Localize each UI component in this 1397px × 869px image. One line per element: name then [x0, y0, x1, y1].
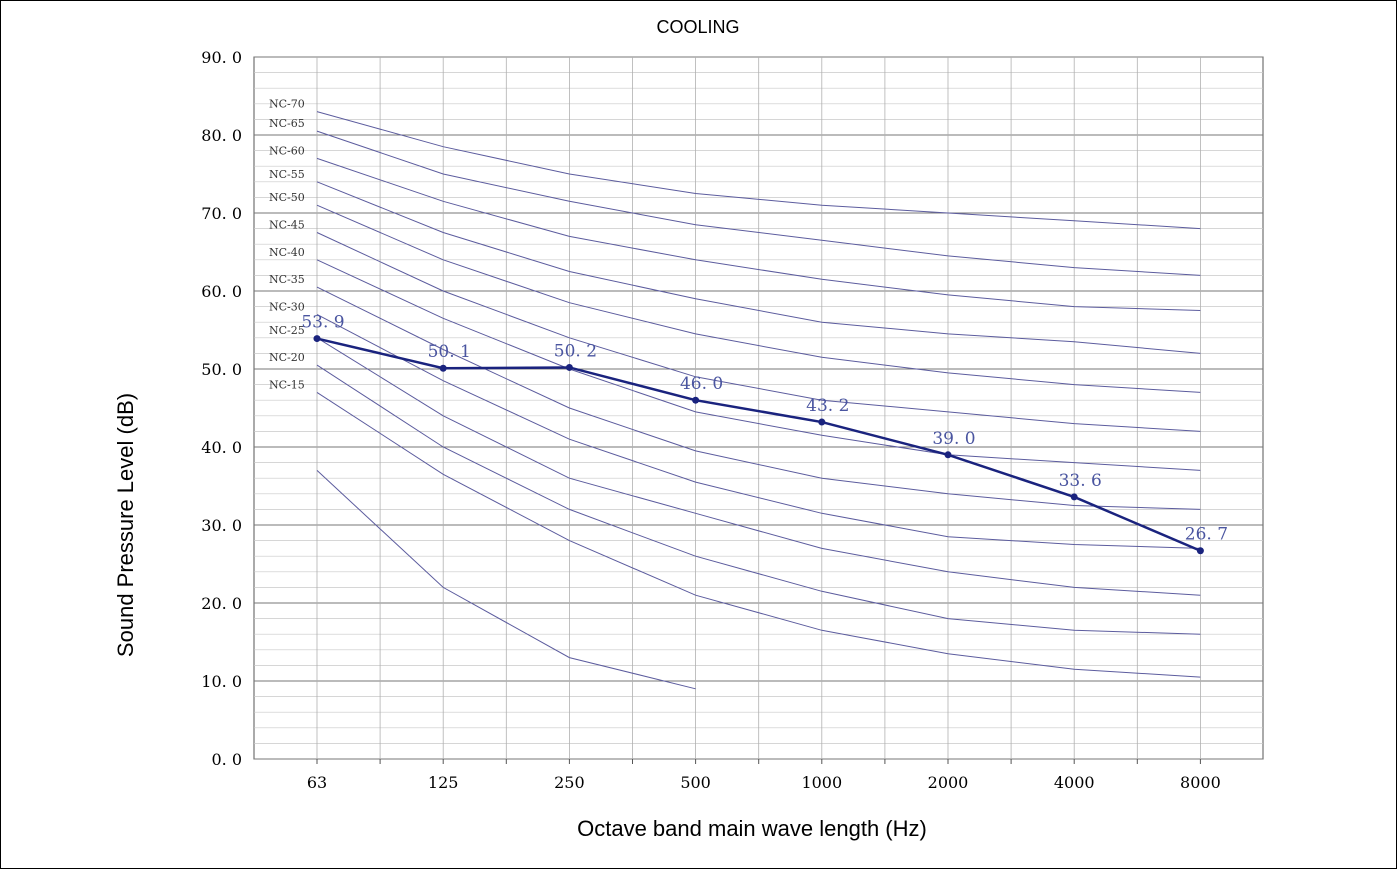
x-tick-label: 2000	[928, 773, 969, 792]
nc-curve-label: NC-20	[269, 351, 305, 364]
measured-point	[692, 396, 700, 404]
nc-curve-label: NC-15	[269, 378, 305, 391]
measured-point	[818, 418, 826, 426]
x-tick-label: 125	[428, 773, 459, 792]
data-label: 50. 1	[428, 342, 471, 362]
data-label: 53. 9	[301, 313, 344, 333]
y-tick-label: 90. 0	[201, 48, 242, 67]
x-tick-label: 4000	[1054, 773, 1095, 792]
nc-curve	[316, 232, 1201, 432]
nc-curve	[316, 157, 1201, 311]
y-tick-label: 40. 0	[201, 438, 242, 457]
x-tick-label: 1000	[801, 773, 842, 792]
y-tick-label: 0. 0	[211, 750, 242, 769]
y-tick-label: 80. 0	[201, 126, 242, 145]
y-tick-labels: 0. 0 10. 0 20. 0 30. 0 40. 0 50. 0 60. 0 70. 0 8…	[201, 48, 242, 769]
nc-curve-label: NC-55	[269, 168, 305, 181]
measured-line	[316, 337, 1201, 552]
x-tick-label: 63	[307, 773, 327, 792]
x-tick-label: 500	[680, 773, 711, 792]
y-tick-label: 60. 0	[201, 282, 242, 301]
y-tick-label: 50. 0	[201, 360, 242, 379]
x-axis-label: Octave band main wave length (Hz)	[577, 816, 927, 841]
nc-curve	[316, 204, 1201, 393]
data-label: 26. 7	[1185, 525, 1228, 545]
data-label: 50. 2	[554, 341, 597, 361]
measured-point	[313, 335, 321, 343]
y-tick-label: 70. 0	[201, 204, 242, 223]
measured-point	[565, 363, 573, 371]
data-label: 39. 0	[932, 429, 975, 449]
nc-curve-label: NC-65	[269, 117, 305, 130]
measured-series: 53. 9 50. 1 50. 2 46. 0 43. 2 39. 0 33. 6 26. 7	[301, 313, 1228, 555]
nc-curve	[316, 313, 1201, 549]
chart-title: COOLING	[656, 17, 739, 37]
nc-curve	[316, 391, 1201, 678]
nc-curve	[316, 470, 696, 690]
y-tick-label: 20. 0	[201, 594, 242, 613]
nc-curve	[316, 337, 1201, 596]
nc-curve-labels: NC-70 NC-65 NC-60 NC-55 NC-50 NC-45 NC-40 NC-35…	[269, 98, 305, 392]
nc-curve-label: NC-30	[269, 300, 305, 313]
grid	[253, 56, 1264, 764]
nc-curve-label: NC-70	[269, 98, 305, 111]
nc-curve	[316, 364, 1201, 635]
measured-point	[944, 451, 952, 459]
measured-point	[1070, 493, 1078, 501]
x-tick-label: 8000	[1180, 773, 1221, 792]
nc-curve-label: NC-50	[269, 191, 305, 204]
x-tick-labels: 63 125 250 500 1000 2000 4000 8000	[307, 773, 1221, 792]
nc-curve	[316, 130, 1201, 276]
measured-point	[1196, 547, 1204, 555]
measured-point	[439, 364, 447, 372]
x-tick-label: 250	[554, 773, 585, 792]
y-tick-label: 30. 0	[201, 516, 242, 535]
nc-curves	[316, 111, 1201, 690]
nc-curve-label: NC-35	[269, 273, 305, 286]
nc-curve-label: NC-25	[269, 324, 305, 337]
y-tick-label: 10. 0	[201, 672, 242, 691]
nc-curve-label: NC-40	[269, 246, 305, 259]
nc-curve	[316, 181, 1201, 354]
nc-curve-label: NC-60	[269, 144, 305, 157]
nc-curve	[316, 111, 1201, 230]
data-label: 46. 0	[680, 374, 723, 394]
nc-curve	[316, 259, 1201, 471]
nc-curve-label: NC-45	[269, 219, 305, 232]
data-label: 43. 2	[806, 396, 849, 416]
nc-curve	[316, 286, 1201, 510]
y-axis-label: Sound Pressure Level (dB)	[113, 393, 138, 657]
data-label: 33. 6	[1059, 471, 1102, 491]
